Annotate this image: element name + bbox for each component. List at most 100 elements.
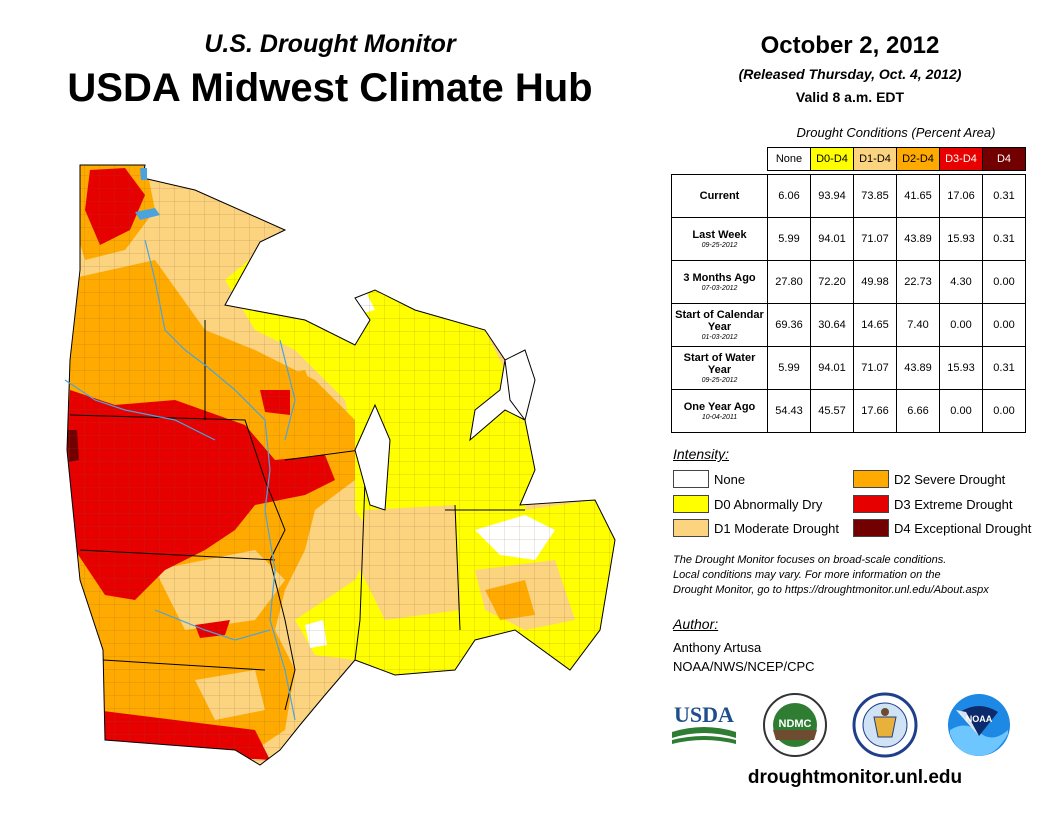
- lakes: [135, 168, 160, 220]
- rivers: [64, 239, 296, 721]
- table-cell: 6.06: [767, 174, 811, 218]
- table-cell: 71.07: [853, 346, 897, 390]
- table-row: Start of Calendar Year 01-03-2012 69.36 3…: [671, 303, 1026, 347]
- col-d2-d4: D2-D4: [896, 147, 940, 171]
- col-d0-d4: D0-D4: [810, 147, 854, 171]
- legend-label: None: [714, 471, 746, 487]
- legend-swatch: [853, 470, 889, 488]
- release-date: (Released Thursday, Oct. 4, 2012): [738, 66, 962, 82]
- table-cell: 94.01: [810, 217, 854, 261]
- table-cell: 27.80: [767, 260, 811, 304]
- row-label: Start of Calendar Year 01-03-2012: [671, 303, 768, 347]
- table-corner: [672, 148, 768, 171]
- table-cell: 6.66: [896, 389, 940, 433]
- table-cell: 72.20: [810, 260, 854, 304]
- legend-heading: Intensity:: [673, 446, 730, 462]
- table-cell: 0.00: [939, 389, 983, 433]
- legend-swatch: [673, 495, 709, 513]
- author-org: NOAA/NWS/NCEP/CPC: [673, 659, 815, 674]
- legend-swatch: [853, 495, 889, 513]
- table-cell: 0.00: [982, 303, 1026, 347]
- legend-item-d4: D4 Exceptional Drought: [853, 519, 1031, 537]
- table-cell: 17.66: [853, 389, 897, 433]
- author-info: Anthony Artusa NOAA/NWS/NCEP/CPC: [673, 638, 815, 676]
- col-d3-d4: D3-D4: [939, 147, 983, 171]
- col-d4: D4: [982, 147, 1026, 171]
- county-boundaries: [67, 165, 615, 765]
- valid-time: Valid 8 a.m. EDT: [795, 89, 905, 105]
- table-cell: 41.65: [896, 174, 940, 218]
- lake-michigan: [354, 403, 391, 511]
- table-cell: 69.36: [767, 303, 811, 347]
- table-header-row: None D0-D4 D1-D4 D2-D4 D3-D4 D4: [672, 147, 1026, 171]
- drought-map: [64, 164, 616, 766]
- table-cell: 0.31: [982, 174, 1026, 218]
- table-cell: 17.06: [939, 174, 983, 218]
- table-cell: 49.98: [853, 260, 897, 304]
- table-row: Last Week 09-25-2012 5.99 94.01 71.07 43.…: [671, 217, 1026, 261]
- map-title: USDA Midwest Climate Hub: [67, 66, 593, 110]
- table-cell: 94.01: [810, 346, 854, 390]
- col-d1-d4: D1-D4: [853, 147, 897, 171]
- table-cell: 73.85: [853, 174, 897, 218]
- table-row: Start of Water Year 09-25-2012 5.99 94.01…: [671, 346, 1026, 390]
- table-caption: Drought Conditions (Percent Area): [796, 125, 996, 140]
- legend-label: D0 Abnormally Dry: [714, 496, 823, 512]
- svg-text:NOAA: NOAA: [966, 714, 993, 724]
- legend-label: D4 Exceptional Drought: [894, 520, 1032, 536]
- website-link[interactable]: droughtmonitor.unl.edu: [747, 767, 963, 788]
- table-cell: 5.99: [767, 217, 811, 261]
- table-cell: 22.73: [896, 260, 940, 304]
- table-cell: 5.99: [767, 346, 811, 390]
- table-cell: 43.89: [896, 217, 940, 261]
- col-none: None: [767, 147, 811, 171]
- doc-seal-logo: [852, 692, 918, 758]
- usda-logo: USDA: [672, 702, 736, 744]
- table-cell: 0.00: [982, 389, 1026, 433]
- table-cell: 45.57: [810, 389, 854, 433]
- row-label: Last Week 09-25-2012: [671, 217, 768, 261]
- table-cell: 0.00: [939, 303, 983, 347]
- table-cell: 71.07: [853, 217, 897, 261]
- legend-item-d3: D3 Extreme Drought: [853, 495, 1013, 513]
- table-cell: 14.65: [853, 303, 897, 347]
- ndmc-logo: NDMC: [763, 693, 827, 757]
- table-row: One Year Ago 10-04-2011 54.43 45.57 17.66…: [671, 389, 1026, 433]
- legend-item-none: None: [673, 470, 745, 488]
- table-cell: 0.31: [982, 346, 1026, 390]
- row-label: 3 Months Ago 07-03-2012: [671, 260, 768, 304]
- table-cell: 15.93: [939, 346, 983, 390]
- legend-item-d1: D1 Moderate Drought: [673, 519, 839, 537]
- legend-label: D2 Severe Drought: [894, 471, 1006, 487]
- legend-label: D3 Extreme Drought: [894, 496, 1013, 512]
- table-cell: 30.64: [810, 303, 854, 347]
- legend-swatch: [853, 519, 889, 537]
- table-cell: 43.89: [896, 346, 940, 390]
- row-label: One Year Ago 10-04-2011: [671, 389, 768, 433]
- table-cell: 54.43: [767, 389, 811, 433]
- author-heading: Author:: [673, 616, 719, 632]
- drought-conditions-table: None D0-D4 D1-D4 D2-D4 D3-D4 D4 Current …: [671, 147, 1026, 433]
- table-row: 3 Months Ago 07-03-2012 27.80 72.20 49.98…: [671, 260, 1026, 304]
- legend-swatch: [673, 470, 709, 488]
- table-cell: 0.31: [982, 217, 1026, 261]
- legend-label: D1 Moderate Drought: [714, 520, 840, 536]
- map-date: October 2, 2012: [760, 32, 940, 59]
- disclaimer-note: The Drought Monitor focuses on broad-sca…: [673, 554, 989, 596]
- table-cell: 0.00: [982, 260, 1026, 304]
- row-label: Start of Water Year 09-25-2012: [671, 346, 768, 390]
- legend-swatch: [673, 519, 709, 537]
- author-name: Anthony Artusa: [673, 640, 762, 655]
- svg-text:NDMC: NDMC: [779, 718, 812, 730]
- svg-text:USDA: USDA: [674, 702, 734, 727]
- noaa-logo: NOAA: [948, 694, 1010, 756]
- map-subtitle: U.S. Drought Monitor: [204, 30, 456, 58]
- row-label: Current: [671, 174, 768, 218]
- table-row: Current 6.06 93.94 73.85 41.65 17.06 0.3…: [671, 174, 1026, 218]
- table-cell: 15.93: [939, 217, 983, 261]
- table-cell: 7.40: [896, 303, 940, 347]
- state-boundaries: [66, 164, 616, 766]
- legend-item-d2: D2 Severe Drought: [853, 470, 1005, 488]
- legend-item-d0: D0 Abnormally Dry: [673, 495, 822, 513]
- table-cell: 4.30: [939, 260, 983, 304]
